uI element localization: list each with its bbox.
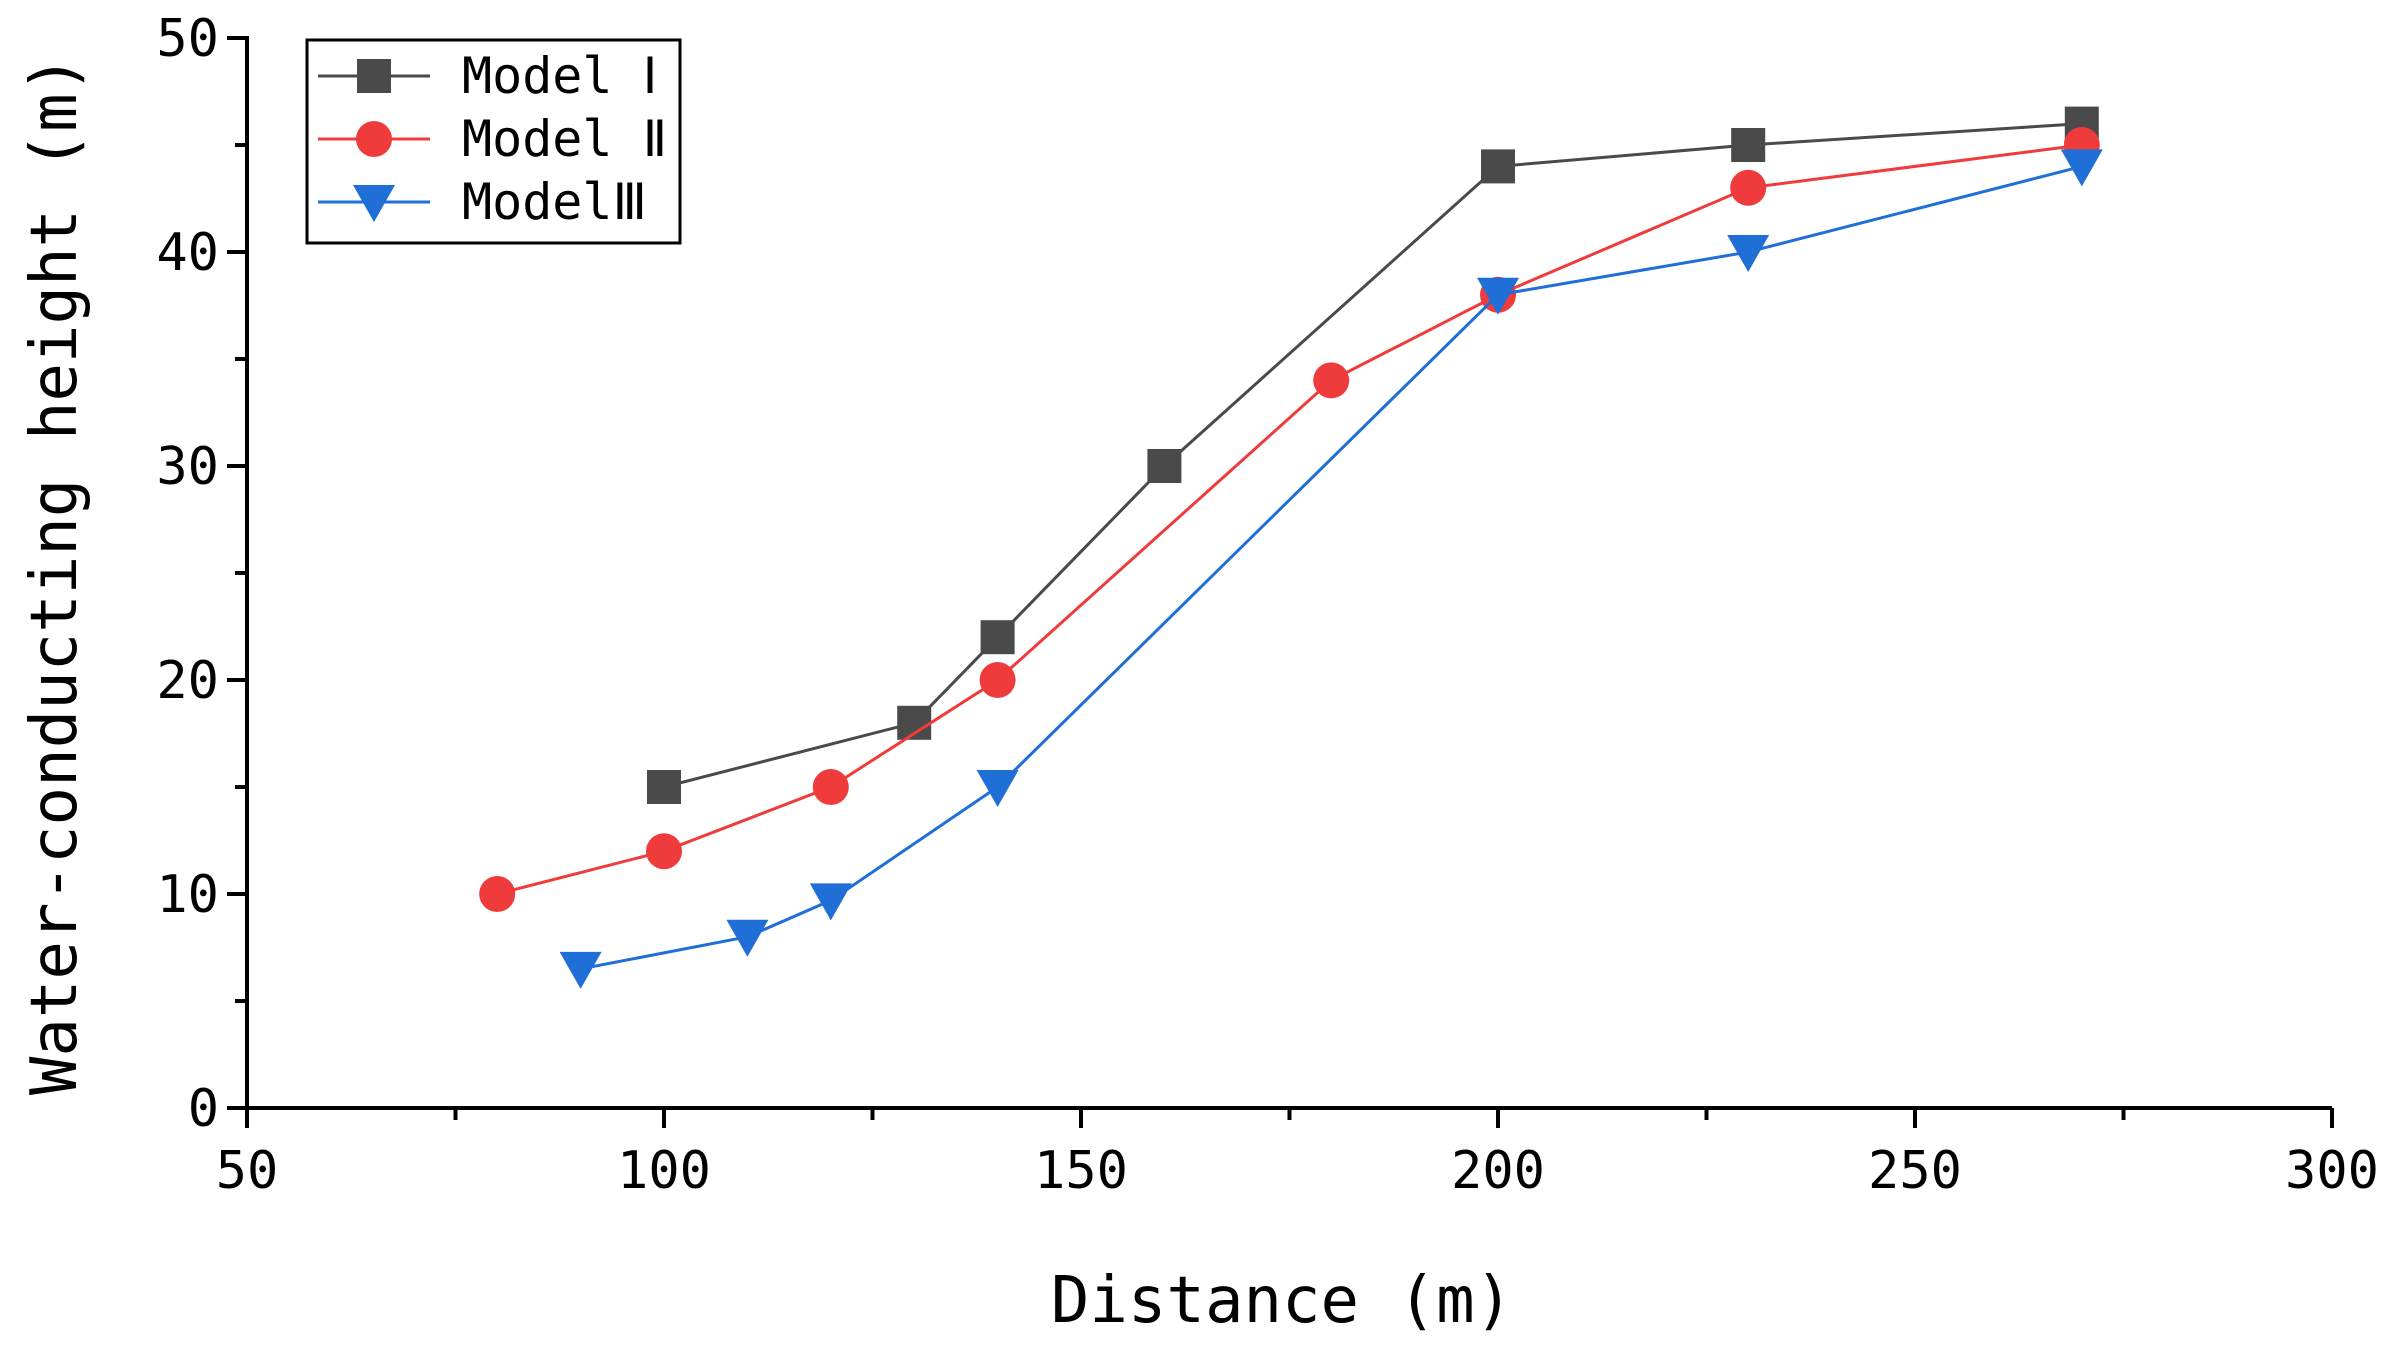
x-tick-label: 250	[1868, 1141, 1962, 1201]
x-tick-label: 150	[1034, 1141, 1128, 1201]
x-tick-label: 300	[2285, 1141, 2379, 1201]
axes: 50 100 150 200 250 300 0 10 20 30 40 50	[156, 9, 2379, 1201]
legend-label: Model Ⅰ	[462, 47, 657, 105]
y-tick-label: 30	[156, 437, 219, 497]
series-2	[479, 127, 2100, 912]
series-line	[580, 164, 2083, 971]
series-line	[663, 122, 2082, 789]
x-tick-label: 50	[216, 1141, 279, 1201]
data-point	[809, 883, 852, 921]
y-tick-label: 40	[156, 223, 219, 283]
legend-entry: ModelⅢ	[318, 173, 647, 231]
data-point	[1730, 169, 1767, 206]
legend-label: Model Ⅱ	[462, 110, 667, 168]
series-line	[496, 143, 2082, 896]
y-tick-label: 50	[156, 9, 219, 69]
x-tick-label: 100	[617, 1141, 711, 1201]
data-point	[976, 770, 1019, 807]
data-point	[726, 919, 769, 957]
legend-marker	[353, 185, 395, 222]
data-point	[1727, 235, 1770, 272]
legend-entry: Model Ⅰ	[318, 47, 657, 105]
series-3	[559, 149, 2103, 989]
x-tick-label: 200	[1451, 1141, 1545, 1201]
data-point	[2060, 149, 2103, 187]
data-point	[1481, 149, 1515, 184]
data-point	[647, 770, 681, 804]
y-tick-label: 0	[188, 1079, 219, 1139]
data-point	[1477, 277, 1519, 315]
data-point	[646, 833, 682, 870]
series-layer	[479, 106, 2103, 989]
data-point	[1313, 362, 1350, 399]
x-axis-title: Distance (m)	[1051, 1264, 1513, 1338]
data-point	[812, 769, 849, 805]
series-1	[647, 106, 2099, 804]
data-point	[980, 620, 1015, 655]
legend-entry: Model Ⅱ	[318, 110, 667, 168]
data-point	[479, 876, 516, 912]
y-tick-label: 20	[156, 651, 219, 711]
y-axis-title: Water-conducting height (m)	[18, 55, 92, 1095]
data-point	[559, 951, 602, 989]
legend-marker	[357, 59, 391, 93]
data-point	[979, 662, 1016, 698]
data-point	[1147, 449, 1182, 483]
legend-marker	[356, 121, 392, 157]
legend-label: ModelⅢ	[462, 173, 647, 231]
y-tick-label: 10	[156, 865, 219, 925]
data-point	[1731, 128, 1766, 162]
